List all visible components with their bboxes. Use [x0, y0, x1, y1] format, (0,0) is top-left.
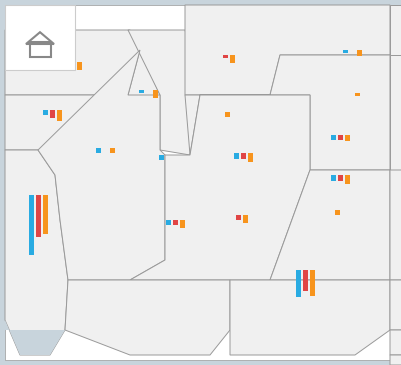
Polygon shape: [5, 320, 68, 355]
Polygon shape: [389, 170, 401, 280]
Bar: [247, 153, 252, 162]
Bar: [172, 220, 177, 224]
Bar: [43, 195, 47, 234]
Bar: [330, 135, 335, 139]
Bar: [43, 110, 47, 115]
Bar: [158, 155, 163, 160]
Polygon shape: [389, 310, 401, 355]
Polygon shape: [389, 255, 401, 365]
Polygon shape: [5, 5, 396, 360]
Polygon shape: [5, 50, 160, 150]
Bar: [344, 175, 348, 184]
Bar: [233, 153, 238, 159]
Bar: [49, 110, 55, 118]
Bar: [29, 42, 51, 57]
Bar: [179, 220, 184, 227]
Bar: [229, 55, 234, 62]
Polygon shape: [389, 55, 401, 170]
Polygon shape: [128, 30, 200, 155]
Polygon shape: [229, 280, 389, 355]
Bar: [28, 195, 33, 255]
Bar: [35, 195, 41, 237]
Bar: [76, 62, 81, 69]
Bar: [69, 62, 74, 65]
Bar: [337, 135, 342, 139]
Bar: [235, 215, 240, 219]
Polygon shape: [184, 5, 389, 95]
Polygon shape: [38, 50, 164, 280]
Bar: [309, 270, 314, 296]
Bar: [224, 112, 229, 116]
Bar: [337, 175, 342, 181]
Polygon shape: [389, 5, 401, 55]
Bar: [222, 55, 227, 58]
Bar: [152, 90, 157, 97]
Bar: [109, 148, 114, 153]
Bar: [242, 215, 247, 223]
Polygon shape: [184, 55, 389, 170]
Bar: [138, 90, 143, 93]
Polygon shape: [269, 170, 389, 280]
Bar: [342, 50, 346, 53]
Polygon shape: [5, 150, 68, 355]
Bar: [334, 210, 339, 215]
Bar: [165, 220, 170, 224]
Bar: [95, 148, 100, 153]
FancyBboxPatch shape: [5, 5, 75, 70]
Bar: [330, 175, 335, 181]
Bar: [240, 153, 245, 159]
Polygon shape: [130, 95, 309, 280]
Bar: [295, 270, 300, 297]
Polygon shape: [389, 255, 401, 330]
Bar: [57, 110, 61, 120]
Bar: [344, 135, 348, 141]
Polygon shape: [5, 30, 140, 95]
Bar: [354, 93, 358, 96]
Bar: [302, 270, 307, 291]
Bar: [356, 50, 360, 56]
Polygon shape: [65, 280, 229, 355]
